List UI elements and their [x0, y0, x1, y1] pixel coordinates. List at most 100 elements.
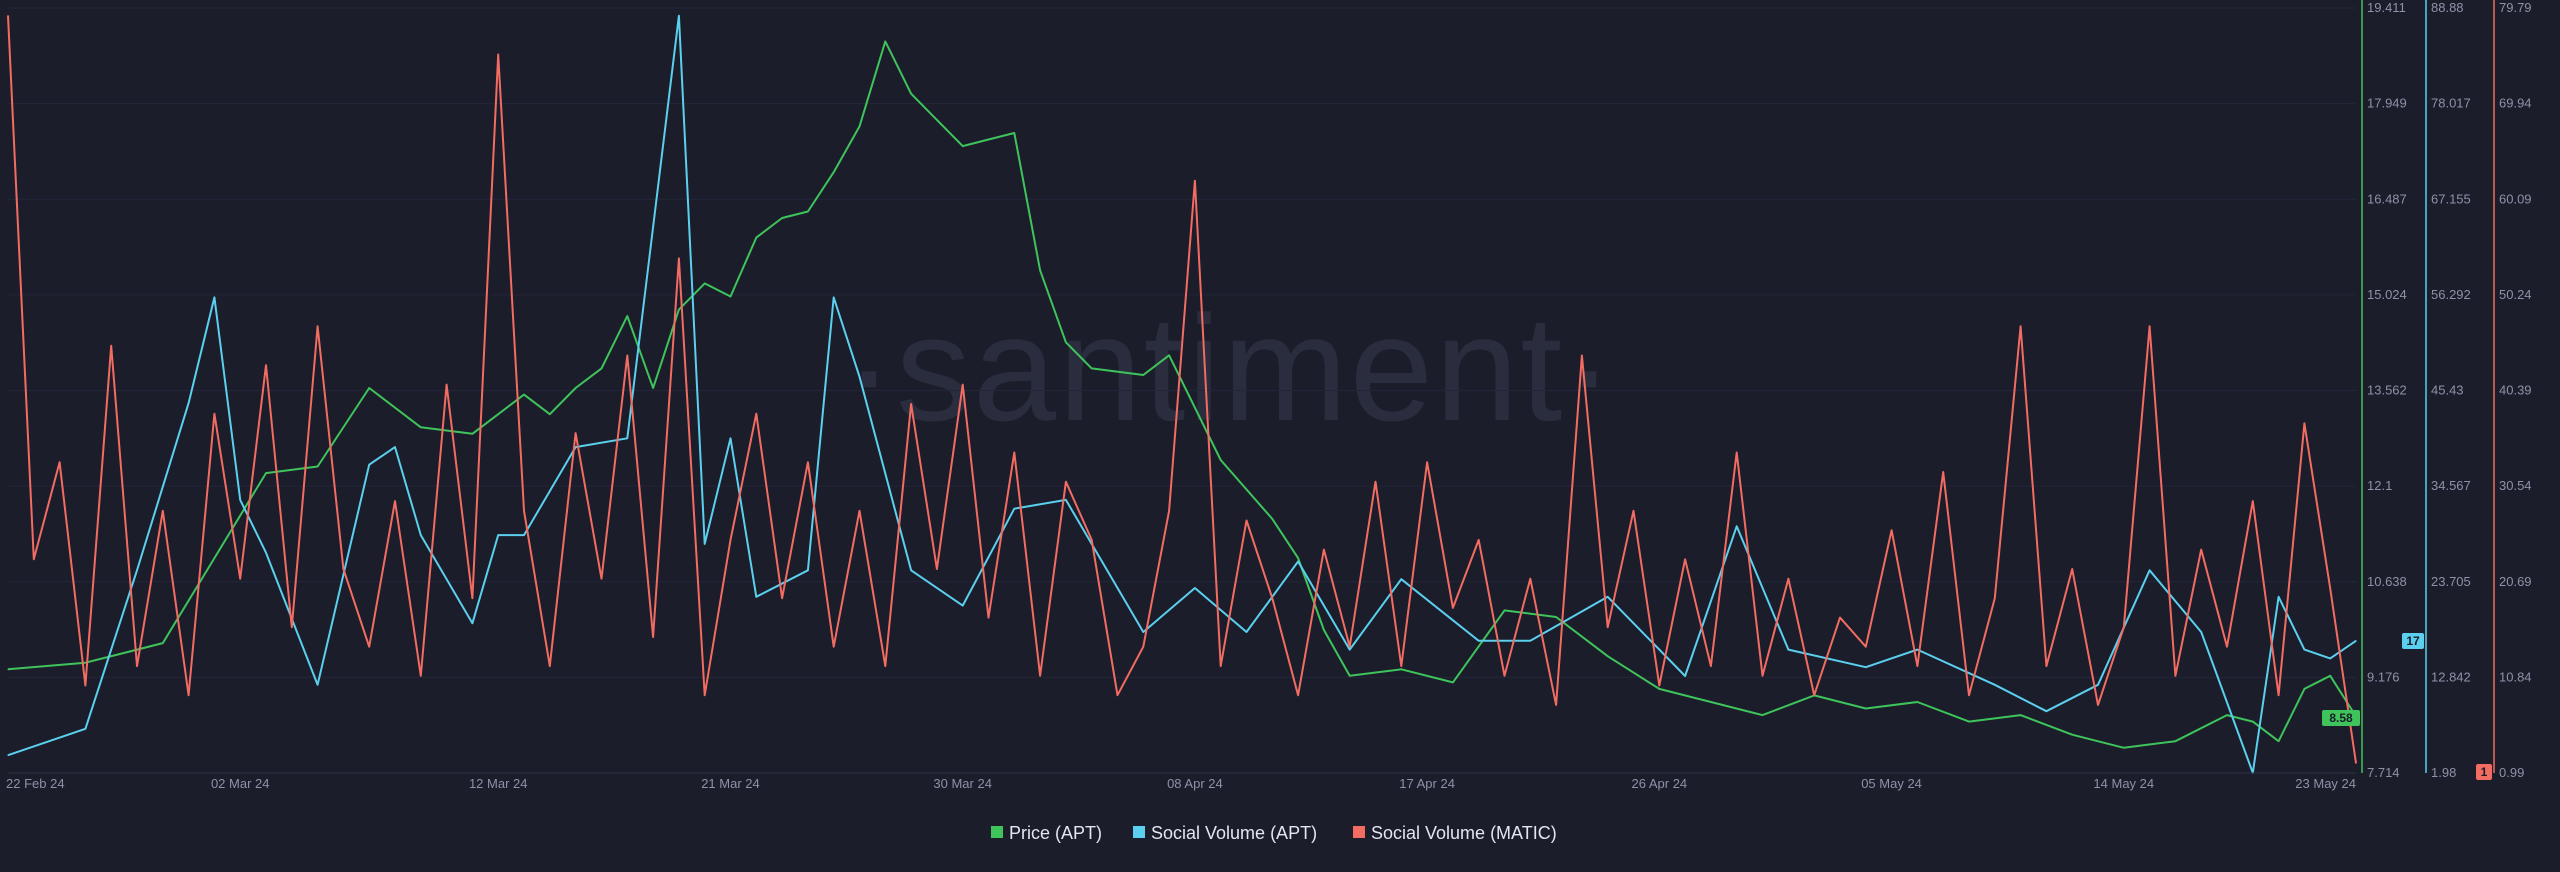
- legend-label-price-apt: Price (APT): [1009, 823, 1102, 843]
- data-point-price-apt: [1271, 518, 1273, 520]
- current-value-badge-social_matic: [2476, 764, 2492, 780]
- data-point-social-volume-matic: [2045, 665, 2047, 667]
- data-point-social-volume-matic: [136, 665, 138, 667]
- y-tick-label-price: 12.1: [2367, 478, 2392, 493]
- data-point-social-volume-apt: [7, 754, 9, 756]
- x-tick-label: 02 Mar 24: [211, 776, 270, 791]
- data-point-social-volume-matic: [239, 578, 241, 580]
- data-point-social-volume-matic: [162, 510, 164, 512]
- data-point-social-volume-matic: [884, 665, 886, 667]
- data-point-social-volume-matic: [2020, 325, 2022, 327]
- data-point-price-apt: [1168, 354, 1170, 356]
- data-point-social-volume-matic: [2174, 675, 2176, 677]
- legend-item-social-volume-matic[interactable]: Social Volume (MATIC): [1353, 823, 1557, 843]
- data-point-social-volume-matic: [2123, 626, 2125, 628]
- data-point-social-volume-matic: [265, 364, 267, 366]
- data-point-social-volume-apt: [729, 437, 732, 439]
- data-point-social-volume-apt: [1865, 666, 1867, 668]
- data-point-social-volume-matic: [936, 568, 938, 570]
- data-point-price-apt: [1013, 132, 1015, 134]
- data-point-price-apt: [807, 210, 809, 213]
- data-point-price-apt: [2278, 740, 2280, 742]
- data-point-social-volume-matic: [1581, 354, 1583, 357]
- data-point-social-volume-matic: [7, 15, 9, 17]
- legend-label-social-volume-apt: Social Volume (APT): [1151, 823, 1317, 843]
- y-tick-label-social_apt: 78.017: [2431, 96, 2471, 111]
- x-tick-label: 08 Apr 24: [1167, 776, 1223, 791]
- y-tick-label-price: 15.024: [2367, 287, 2407, 302]
- data-point-social-volume-apt: [1478, 640, 1480, 642]
- data-point-social-volume-matic: [1220, 665, 1222, 667]
- data-point-social-volume-apt: [1065, 499, 1067, 501]
- value-badges: 8.58 17 1: [2322, 633, 2492, 780]
- data-point-social-volume-matic: [962, 384, 964, 386]
- data-point-social-volume-apt: [213, 296, 215, 298]
- data-point-price-apt: [1658, 688, 1660, 690]
- data-point-social-volume-apt: [2329, 657, 2331, 660]
- data-point-social-volume-matic: [368, 646, 370, 648]
- data-point-social-volume-matic: [446, 384, 448, 386]
- data-point-social-volume-matic: [1968, 694, 1970, 696]
- data-point-price-apt: [729, 295, 732, 298]
- data-point-social-volume-apt: [962, 605, 964, 607]
- data-point-social-volume-matic: [342, 568, 344, 570]
- data-point-price-apt: [1091, 367, 1093, 369]
- data-point-price-apt: [523, 394, 525, 396]
- data-point-social-volume-apt: [704, 543, 706, 545]
- data-point-price-apt: [626, 315, 628, 317]
- legend-item-price-apt[interactable]: Price (APT): [991, 823, 1102, 843]
- data-point-social-volume-apt: [1916, 649, 1918, 651]
- data-point-price-apt: [1323, 629, 1325, 631]
- legend: Price (APT) Social Volume (APT) Social V…: [991, 823, 1557, 843]
- data-point-social-volume-matic: [652, 636, 654, 638]
- data-point-price-apt: [600, 367, 603, 369]
- data-point-price-apt: [2123, 747, 2125, 749]
- data-point-social-volume-matic: [1400, 665, 1402, 667]
- data-point-social-volume-matic: [523, 510, 525, 512]
- y-tick-label-social_matic: 79.79: [2499, 0, 2532, 15]
- y-tick-label-price: 16.487: [2367, 191, 2407, 206]
- data-point-social-volume-matic: [1039, 675, 1041, 677]
- data-point-price-apt: [1710, 701, 1712, 703]
- data-point-social-volume-apt: [1994, 684, 1996, 686]
- data-point-social-volume-matic: [1323, 549, 1325, 551]
- data-point-social-volume-matic: [84, 684, 86, 687]
- data-point-social-volume-apt: [1142, 631, 1144, 633]
- current-value-label-social_apt: 17: [2406, 634, 2420, 648]
- data-point-price-apt: [1761, 714, 1764, 716]
- data-point-social-volume-apt: [678, 15, 680, 17]
- data-point-price-apt: [833, 171, 835, 173]
- data-point-social-volume-matic: [2278, 694, 2280, 696]
- legend-item-social-volume-apt[interactable]: Social Volume (APT): [1133, 823, 1317, 843]
- y-tick-label-social_matic: 40.39: [2499, 383, 2532, 398]
- y-tick-label-social_apt: 1.98: [2431, 765, 2456, 780]
- data-point-social-volume-apt: [497, 534, 499, 536]
- data-point-social-volume-matic: [1658, 684, 1660, 687]
- data-point-price-apt: [7, 668, 9, 670]
- data-point-price-apt: [575, 387, 577, 389]
- data-point-price-apt: [1349, 675, 1351, 677]
- data-point-social-volume-matic: [1065, 481, 1067, 483]
- data-point-social-volume-apt: [858, 376, 861, 378]
- data-point-social-volume-apt: [2045, 710, 2047, 712]
- data-point-social-volume-apt: [755, 596, 757, 598]
- data-point-social-volume-matic: [833, 646, 835, 648]
- data-point-price-apt: [2174, 740, 2176, 742]
- data-point-social-volume-matic: [1839, 617, 1841, 619]
- data-point-price-apt: [936, 119, 938, 121]
- data-point-price-apt: [1968, 721, 1970, 723]
- data-point-social-volume-matic: [549, 665, 551, 667]
- data-point-price-apt: [755, 237, 757, 239]
- data-point-price-apt: [704, 282, 706, 284]
- series-line-social-volume-matic: [7, 15, 2357, 764]
- data-point-social-volume-apt: [1787, 649, 1789, 651]
- data-point-social-volume-matic: [1374, 481, 1377, 483]
- data-point-price-apt: [1297, 557, 1299, 559]
- y-tick-label-social_apt: 45.43: [2431, 383, 2464, 398]
- data-point-social-volume-apt: [626, 437, 628, 439]
- data-point-social-volume-matic: [2355, 762, 2357, 764]
- data-point-price-apt: [1400, 668, 1402, 670]
